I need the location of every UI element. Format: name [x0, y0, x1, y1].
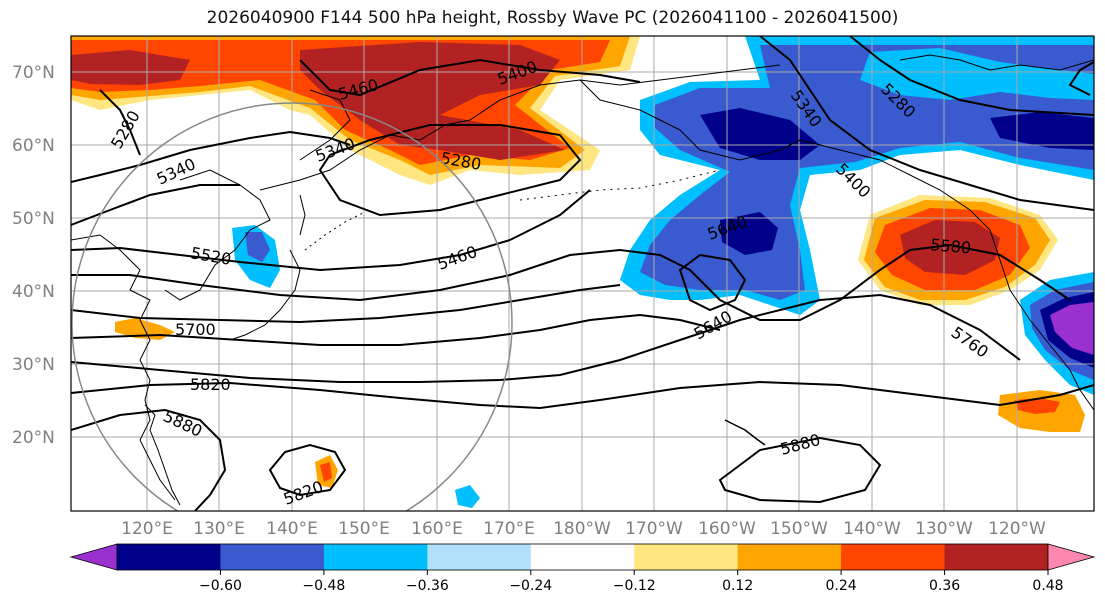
lat-label: 40°N — [12, 282, 55, 302]
colorbar-segment — [841, 544, 946, 570]
radius-circle — [71, 102, 513, 511]
colorbar: −0.60 −0.48 −0.36 −0.24 −0.12 0.12 0.24 0.36 0.4… — [69, 543, 1096, 594]
colorbar-segments — [116, 543, 1049, 571]
colorbar-tick-label: −0.60 — [199, 578, 242, 594]
lat-label: 20°N — [12, 428, 55, 448]
colorbar-tick-label: 0.12 — [722, 578, 753, 594]
longitude-labels: 120°E 130°E 140°E 150°E 160°E 170°E 180°… — [121, 519, 1046, 539]
lon-label: 160°E — [411, 519, 463, 539]
lon-label: 160°W — [698, 519, 756, 539]
colorbar-segment — [944, 544, 1049, 570]
lon-label: 170°E — [483, 519, 535, 539]
lat-label: 70°N — [12, 63, 55, 83]
latitude-labels: 70°N 60°N 50°N 40°N 30°N 20°N — [12, 63, 55, 448]
lon-label: 130°E — [193, 519, 245, 539]
colorbar-segment — [323, 544, 428, 570]
colorbar-ticks: −0.60 −0.48 −0.36 −0.24 −0.12 0.12 0.24 0.36 0.4… — [199, 570, 1064, 594]
lon-label: 150°W — [770, 519, 828, 539]
colorbar-tick-label: 0.36 — [929, 578, 960, 594]
map-frame — [70, 35, 1095, 512]
contour-label: 5820 — [190, 375, 231, 394]
lat-label: 30°N — [12, 355, 55, 375]
lon-label: 140°E — [266, 519, 318, 539]
lat-label: 60°N — [12, 136, 55, 156]
colorbar-extend-max — [1047, 543, 1096, 571]
lon-label: 140°W — [843, 519, 901, 539]
map-title: 2026040900 F144 500 hPa height, Rossby W… — [206, 8, 899, 28]
colorbar-tick-label: −0.24 — [509, 578, 552, 594]
colorbar-tick-label: 0.24 — [826, 578, 857, 594]
colorbar-segment — [220, 544, 325, 570]
contour-label: 5580 — [930, 235, 972, 257]
colorbar-segment — [117, 544, 221, 570]
colorbar-tick-label: −0.12 — [613, 578, 656, 594]
lon-label: 170°W — [625, 519, 683, 539]
lon-label: 120°E — [121, 519, 173, 539]
graticule — [71, 36, 1094, 511]
lon-label: 130°W — [915, 519, 973, 539]
colorbar-tick-label: −0.48 — [302, 578, 345, 594]
height-contours — [71, 36, 1094, 511]
coastlines — [71, 54, 1094, 506]
colorbar-segment — [427, 544, 532, 570]
colorbar-extend-min — [69, 543, 118, 571]
lon-label: 120°W — [988, 519, 1046, 539]
contour-label: 5700 — [175, 320, 216, 339]
map-layers: 5280 5340 5460 5400 5340 5280 5280 5340 … — [71, 36, 1094, 511]
colorbar-segment — [737, 544, 842, 570]
lat-label: 50°N — [12, 209, 55, 229]
lon-label: 180°W — [553, 519, 611, 539]
colorbar-segment — [530, 544, 635, 570]
lon-label: 150°E — [338, 519, 390, 539]
colorbar-segment — [634, 544, 739, 570]
colorbar-tick-label: 0.48 — [1032, 578, 1063, 594]
colorbar-tick-label: −0.36 — [406, 578, 449, 594]
